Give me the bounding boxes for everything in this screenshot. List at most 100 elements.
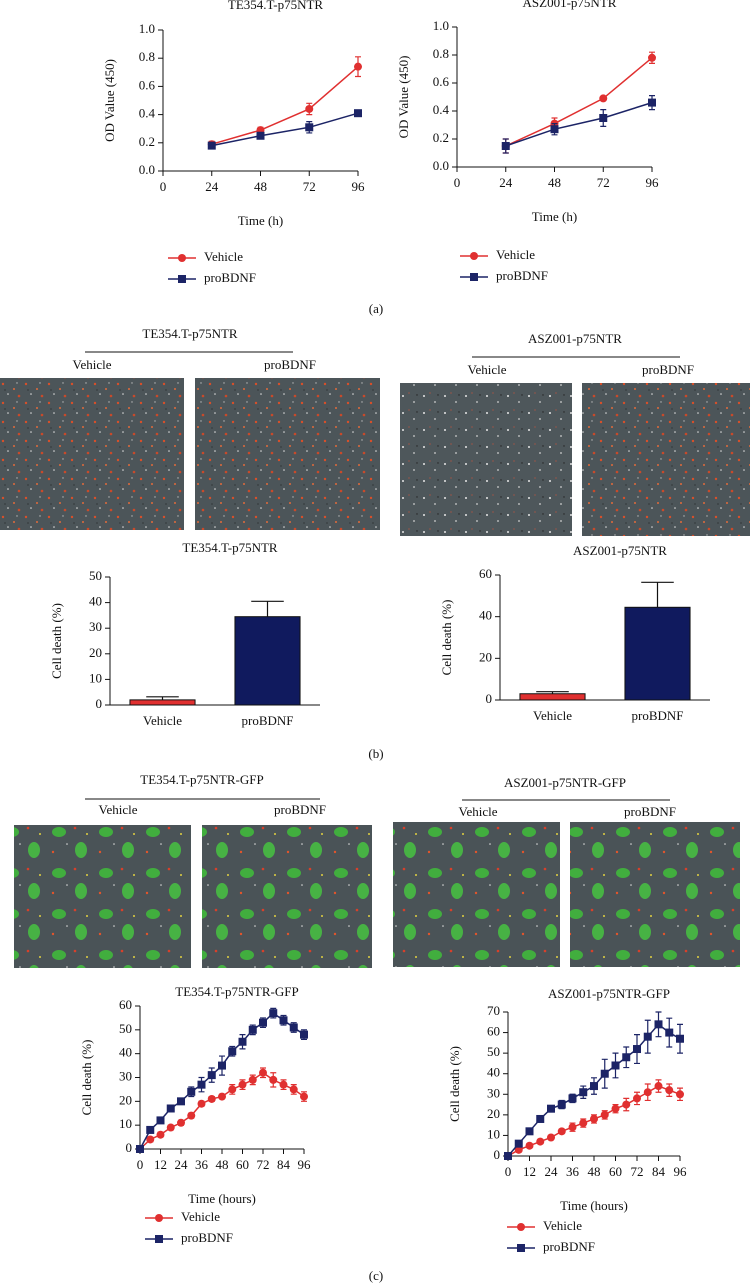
y-tick-label: 60 [487,1024,500,1039]
data-point [676,1034,684,1043]
x-tick-label: proBDNF [241,713,293,728]
data-point [579,1088,588,1097]
x-axis-label: Time (h) [532,209,577,224]
data-point [354,109,362,118]
micrograph [570,822,740,967]
y-tick-label: 1.0 [433,18,449,33]
x-tick-label: 12 [523,1164,536,1179]
y-tick-label: 30 [89,619,102,634]
data-point [547,1104,555,1113]
data-point [525,1127,534,1136]
x-tick-label: 84 [652,1164,666,1179]
x-tick-label: 96 [298,1157,312,1172]
x-axis-label: Time (h) [238,213,283,228]
x-tick-label: 0 [454,175,461,190]
data-point [354,62,362,71]
legend-marker [470,273,478,281]
y-tick-label: 0.8 [433,46,449,61]
y-tick-label: 0.2 [433,130,449,145]
data-point [648,98,656,107]
data-point [197,1099,206,1108]
y-tick-label: 10 [89,670,102,685]
y-tick-label: 0 [486,691,493,706]
x-tick-label: 48 [216,1157,229,1172]
micrograph [582,383,750,536]
chart-title: ASZ001-p75NTR [573,543,667,558]
data-point [550,125,559,134]
data-point [269,1009,278,1018]
data-point [248,1025,257,1034]
y-tick-label: 20 [479,649,492,664]
y-tick-label: 1.0 [139,21,155,36]
y-tick-label: 10 [487,1126,500,1141]
error-bar [251,600,284,617]
y-tick-label: 0.4 [139,106,156,121]
data-point [207,1094,216,1103]
x-tick-label: 0 [160,179,167,194]
data-point [279,1080,288,1089]
data-point [248,1075,257,1084]
data-point [600,1110,609,1119]
legend-label: Vehicle [204,249,243,264]
data-point [279,1016,288,1025]
legend-marker [178,275,186,283]
legend-marker [517,1244,525,1252]
y-tick-label: 50 [119,1021,132,1036]
x-tick-label: 12 [154,1157,167,1172]
data-point [654,1020,663,1029]
x-tick-label: 36 [566,1164,580,1179]
data-point [622,1100,631,1109]
data-point [622,1053,631,1062]
data-point [665,1028,674,1037]
legend-marker [517,1223,525,1231]
data-point [228,1047,237,1056]
legend-marker [155,1214,163,1222]
y-tick-label: 20 [487,1106,500,1121]
x-tick-label: 24 [175,1157,189,1172]
data-point [228,1085,237,1094]
series-line [139,1071,305,1150]
image-group-title: ASZ001-p75NTR [528,331,622,346]
x-tick-label: 96 [674,1164,688,1179]
data-point [259,1018,267,1027]
x-tick-label: Vehicle [143,713,182,728]
x-tick-label: 60 [609,1164,622,1179]
data-point [536,1137,545,1146]
legend-label: Vehicle [496,247,535,262]
data-point [599,114,608,122]
y-tick-label: 40 [487,1065,500,1080]
x-tick-label: 24 [205,179,219,194]
data-point [305,104,314,113]
image-label: proBDNF [624,804,676,819]
data-point [648,53,656,62]
data-point [633,1045,641,1054]
x-tick-label: Vehicle [533,708,572,723]
x-tick-label: 96 [352,179,366,194]
x-tick-label: 72 [303,179,316,194]
data-point [289,1023,298,1032]
y-tick-label: 10 [119,1116,132,1131]
x-axis-label: Time (hours) [188,1191,256,1206]
legend-label: proBDNF [204,270,256,285]
series-line [505,57,653,147]
chart-title: TE354.T-p75NTR [228,0,324,12]
data-point [259,1068,267,1077]
legend-label: Vehicle [181,1209,220,1224]
data-point [633,1094,641,1103]
micrograph [0,378,184,530]
y-tick-label: 40 [89,594,102,609]
data-point [599,94,608,103]
data-point [600,1069,609,1078]
image-label: Vehicle [459,804,498,819]
data-point [146,1125,155,1134]
y-tick-label: 50 [487,1044,500,1059]
data-point [568,1123,577,1132]
y-tick-label: 30 [119,1068,132,1083]
image-group-title: ASZ001-p75NTR-GFP [504,775,626,790]
data-point [238,1080,247,1089]
data-point [156,1130,165,1139]
x-tick-label: 60 [236,1157,249,1172]
data-point [305,123,314,132]
